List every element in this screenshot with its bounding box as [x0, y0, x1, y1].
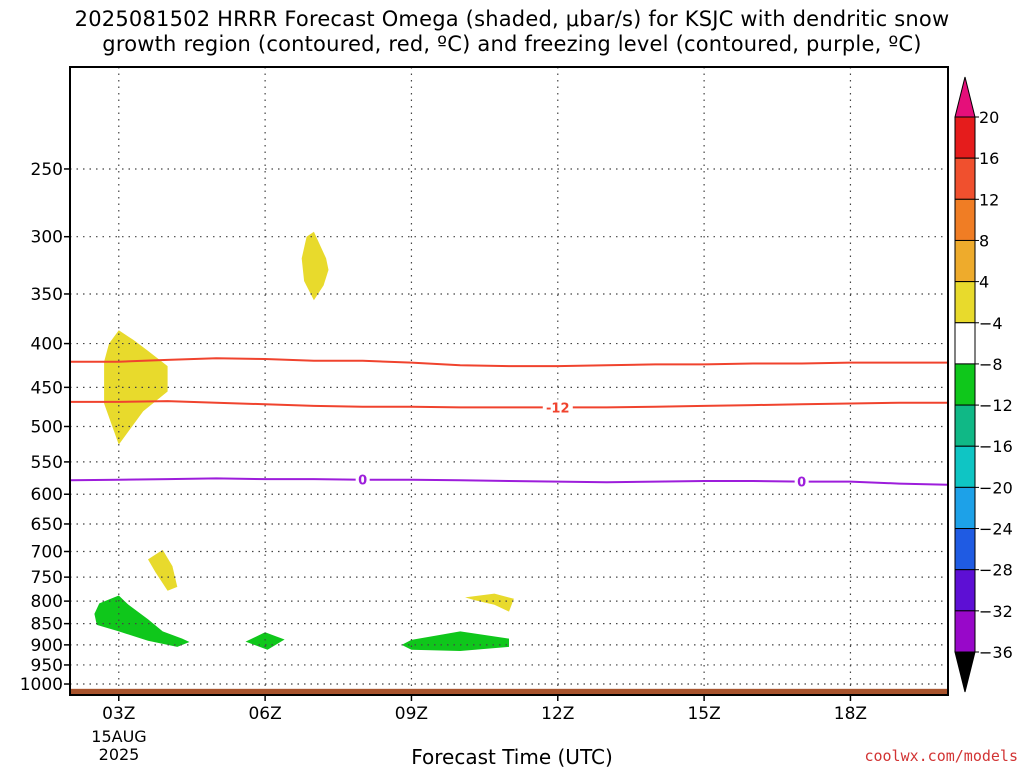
contour-line-2: [69, 477, 949, 486]
colorbar-bottom-triangle: [954, 651, 976, 693]
x-tick-label: 15Z: [687, 704, 720, 724]
y-axis-ticks: 2503003504004505005506006507007508008509…: [20, 160, 70, 695]
colorbar-band: [954, 445, 976, 488]
x-date-line-2: 2025: [99, 745, 140, 764]
colorbar-band: [954, 528, 976, 571]
colorbar-label: 12: [979, 190, 999, 209]
y-tick-label: 400: [31, 335, 63, 355]
colorbar-label: 16: [979, 149, 999, 168]
plot-area: -12 0 0: [69, 66, 949, 696]
omega-region-2: [148, 549, 178, 591]
y-tick-label: 250: [31, 160, 63, 180]
colorbar-label: −8: [979, 355, 1003, 374]
colorbar-top-triangle: [954, 76, 976, 118]
y-tick-label: 950: [31, 656, 63, 676]
colorbar-label: 8: [979, 231, 989, 250]
chart-title-line-2: growth region (contoured, red, ºC) and f…: [102, 32, 922, 56]
omega-region-5: [245, 632, 285, 650]
x-date-line-1: 15AUG: [91, 727, 146, 746]
contour-label: 0: [797, 476, 806, 491]
colorbar-label: −20: [979, 478, 1013, 497]
x-axis-ticks: 03Z 06Z 09Z 12Z 15Z 18Z: [102, 695, 867, 724]
colorbar-band: [954, 157, 976, 200]
colorbar-band: [954, 198, 976, 241]
colorbar-label: 20: [979, 108, 999, 127]
colorbar-band: [954, 569, 976, 612]
colorbar-band: [954, 281, 976, 324]
y-tick-label: 350: [31, 285, 63, 305]
y-tick-label: 900: [31, 636, 63, 656]
colorbar-label: −36: [979, 643, 1013, 662]
contour-line-1: [70, 400, 948, 409]
omega-region-4: [94, 595, 190, 647]
credit-link[interactable]: coolwx.com/models: [864, 747, 1018, 765]
colorbar-label: −24: [979, 520, 1013, 539]
omega-region-1: [301, 231, 329, 301]
y-tick-label: 600: [31, 485, 63, 505]
y-tick-label: 500: [31, 417, 63, 437]
colorbar-band: [954, 363, 976, 406]
colorbar-label: −16: [979, 437, 1013, 456]
colorbar-band: [954, 486, 976, 530]
x-tick-label: 12Z: [541, 704, 574, 724]
chart-title-line-1: 2025081502 HRRR Forecast Omega (shaded, …: [74, 7, 950, 31]
y-tick-label: 850: [31, 615, 63, 635]
contour-label-bg: [542, 399, 573, 416]
x-tick-label: 18Z: [834, 704, 867, 724]
y-tick-label: 750: [31, 568, 63, 588]
colorbar-label: −28: [979, 561, 1013, 580]
y-tick-label: 650: [31, 515, 63, 535]
colorbar-label: −32: [979, 602, 1013, 621]
y-tick-label: 800: [31, 592, 63, 612]
colorbar-band: [954, 404, 976, 447]
y-tick-label: 300: [31, 228, 63, 248]
y-tick-label: 550: [31, 453, 63, 473]
contour-line-0: [70, 357, 948, 368]
y-tick-label: 450: [31, 378, 63, 398]
omega-region-3: [465, 593, 514, 612]
colorbar-band: [954, 116, 976, 159]
x-tick-label: 09Z: [395, 704, 428, 724]
colorbar-label: −12: [979, 396, 1013, 415]
contour-label-bg: [794, 473, 809, 490]
colorbar-band: [954, 239, 976, 283]
y-tick-label: 700: [31, 543, 63, 563]
colorbar-band: [954, 610, 976, 653]
contour-label: -12: [546, 401, 570, 416]
x-tick-label: 06Z: [248, 704, 281, 724]
x-tick-label: 03Z: [102, 704, 135, 724]
colorbar-label: 4: [979, 273, 989, 292]
x-axis-label: Forecast Time (UTC): [411, 745, 613, 769]
colorbar-label: −4: [979, 314, 1003, 333]
contour-label: 0: [358, 474, 367, 489]
colorbar-band: [954, 322, 976, 365]
omega-region-6: [401, 631, 509, 651]
y-tick-label: 1000: [20, 675, 63, 695]
colorbar: 20 16 12 8 4 −4 −8 −12 −16 −20 −24 −28 −32 −36: [954, 76, 1013, 693]
contour-label-bg: [355, 471, 370, 488]
surface-ground: [70, 688, 948, 695]
chart-title: 2025081502 HRRR Forecast Omega (shaded, …: [0, 7, 1024, 57]
plot-frame: [69, 66, 949, 696]
